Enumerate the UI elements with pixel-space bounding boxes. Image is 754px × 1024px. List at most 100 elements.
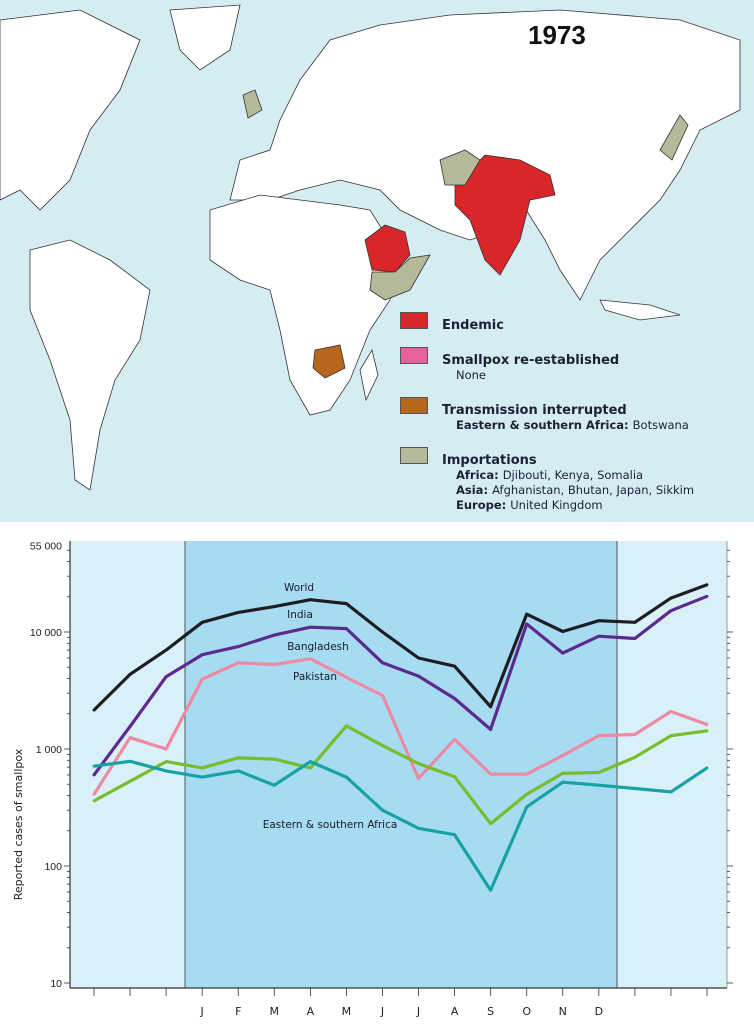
data-point bbox=[633, 755, 637, 759]
legend-swatch bbox=[400, 312, 428, 329]
data-point bbox=[345, 627, 348, 630]
importations-japan bbox=[659, 114, 689, 161]
data-point bbox=[345, 724, 348, 728]
data-point bbox=[489, 888, 493, 892]
data-point bbox=[200, 766, 204, 770]
legend-countries: Botswana bbox=[632, 418, 689, 432]
legend-item: Transmission interrupted Eastern & southe… bbox=[400, 397, 694, 433]
south-america bbox=[29, 239, 151, 491]
data-point bbox=[417, 777, 420, 780]
series-line-india bbox=[92, 594, 708, 776]
data-point bbox=[236, 661, 240, 665]
x-tick-label: A bbox=[451, 1005, 459, 1018]
data-point bbox=[128, 672, 132, 676]
y-tick-label: 1 000 bbox=[36, 744, 62, 756]
data-point bbox=[453, 664, 456, 668]
series-label: India bbox=[287, 609, 313, 621]
legend-region: Europe: bbox=[456, 498, 511, 512]
data-point bbox=[272, 783, 276, 787]
data-point bbox=[200, 677, 204, 681]
madagascar bbox=[359, 348, 379, 402]
series-label: Pakistan bbox=[293, 671, 337, 683]
series-label: Eastern & southern Africa bbox=[263, 819, 398, 831]
data-point bbox=[561, 630, 565, 633]
y-tick-label: 10 bbox=[50, 978, 62, 990]
data-point bbox=[669, 734, 673, 738]
x-tick-label: M bbox=[342, 1005, 352, 1018]
x-tick-label: A bbox=[307, 1005, 315, 1018]
data-point bbox=[272, 757, 276, 761]
legend-countries: None bbox=[456, 368, 487, 382]
data-point bbox=[525, 622, 529, 626]
endemic-ethiopia bbox=[364, 224, 411, 273]
data-point bbox=[381, 744, 384, 747]
legend-swatch bbox=[400, 447, 428, 464]
y-tick-label: 100 bbox=[44, 861, 62, 873]
data-point bbox=[92, 764, 96, 768]
africa bbox=[209, 194, 401, 416]
data-point bbox=[669, 596, 673, 600]
data-point bbox=[92, 708, 96, 712]
x-tick-label: D bbox=[595, 1005, 603, 1018]
data-point bbox=[381, 661, 384, 665]
data-point bbox=[597, 783, 601, 787]
data-point bbox=[417, 762, 420, 766]
series-line-bangladesh bbox=[92, 657, 708, 796]
legend-detail: None bbox=[442, 368, 694, 383]
data-point bbox=[164, 747, 168, 751]
data-point bbox=[92, 799, 96, 803]
data-point bbox=[345, 602, 348, 605]
data-point bbox=[308, 760, 312, 764]
legend-item: Importations Africa: Djibouti, Kenya, Som… bbox=[400, 447, 694, 513]
data-point bbox=[128, 759, 132, 763]
legend-detail: Europe: United Kingdom bbox=[442, 498, 694, 513]
data-point bbox=[128, 736, 132, 740]
legend-region: Africa: bbox=[456, 468, 503, 482]
data-point bbox=[633, 733, 637, 736]
x-tick-label: M bbox=[270, 1005, 280, 1018]
legend-label: Importations bbox=[442, 453, 537, 468]
greenland bbox=[169, 4, 241, 71]
series-line-world bbox=[92, 583, 708, 712]
legend-region: Eastern & southern Africa: bbox=[456, 418, 633, 432]
x-tick-label: N bbox=[559, 1005, 567, 1018]
y-axis-label: Reported cases of smallpox bbox=[12, 748, 25, 900]
data-point bbox=[164, 675, 168, 679]
data-point bbox=[597, 771, 601, 774]
data-point bbox=[705, 766, 709, 770]
data-point bbox=[561, 754, 565, 757]
data-point bbox=[417, 826, 420, 830]
x-tick-label: J bbox=[380, 1005, 384, 1018]
data-point bbox=[308, 625, 312, 629]
data-point bbox=[200, 620, 204, 624]
north-america bbox=[0, 9, 141, 211]
importations-uk bbox=[242, 89, 263, 119]
x-tick-label: J bbox=[416, 1005, 420, 1018]
data-point bbox=[272, 633, 276, 637]
data-point bbox=[236, 769, 240, 773]
importations-afghanistan bbox=[439, 149, 481, 186]
data-point bbox=[236, 645, 240, 649]
data-point bbox=[525, 805, 529, 809]
data-point bbox=[272, 605, 276, 608]
series-label: World bbox=[284, 582, 314, 594]
data-point bbox=[669, 710, 673, 713]
data-point bbox=[705, 594, 709, 598]
world-map bbox=[0, 4, 741, 491]
data-point bbox=[453, 833, 456, 837]
chart-svg: 55 000 10 000 1 000 100 10 Reported cases of … bbox=[12, 540, 733, 1018]
series-line-eastern-southern-africa bbox=[93, 759, 708, 892]
data-point bbox=[489, 822, 493, 826]
legend-label: Transmission interrupted bbox=[442, 403, 627, 418]
data-point bbox=[597, 619, 601, 623]
series-label: Bangladesh bbox=[287, 641, 349, 653]
data-point bbox=[453, 775, 456, 779]
data-point bbox=[92, 773, 96, 777]
legend-label: Smallpox re-established bbox=[442, 353, 620, 368]
map-legend: Endemic Smallpox re-established None Transm… bbox=[400, 312, 694, 527]
x-tick-label: O bbox=[522, 1005, 531, 1018]
smallpox-cases-chart: 55 000 10 000 1 000 100 10 Reported cases of … bbox=[0, 528, 754, 1024]
year-1973-highlight bbox=[185, 541, 617, 988]
data-point bbox=[489, 772, 493, 776]
transmission-interrupted-botswana bbox=[312, 344, 346, 379]
